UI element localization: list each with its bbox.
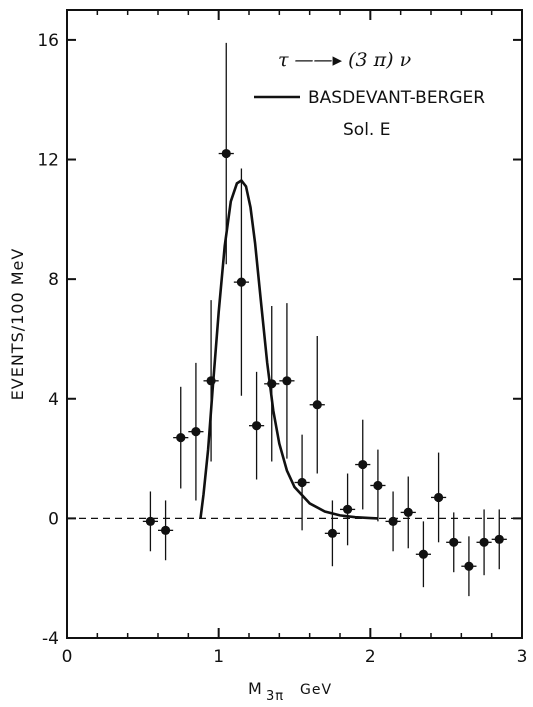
data-point [400, 476, 416, 549]
data-point [461, 536, 477, 597]
x-tick-label: 0 [62, 647, 73, 667]
axis-ticks [66, 10, 523, 639]
data-point [249, 371, 265, 480]
data-point [355, 419, 371, 510]
y-tick-label: 4 [48, 390, 59, 410]
x-tick-label: 3 [517, 647, 528, 667]
point-marker [433, 492, 444, 503]
point-marker [145, 516, 156, 526]
point-marker [297, 477, 307, 488]
point-marker [479, 537, 489, 547]
point-marker [494, 534, 504, 544]
data-point [264, 306, 280, 462]
point-marker [191, 427, 201, 437]
x-axis-label: M 3π GeV [248, 679, 332, 704]
point-marker [342, 504, 353, 515]
legend-sublabel: Sol. E [343, 120, 390, 140]
point-marker [373, 480, 383, 491]
y-axis-label: EVENTS/100 MeV [8, 248, 27, 401]
process-annotation: τ ——▸ (3 π) ν [278, 49, 412, 71]
point-marker [282, 376, 292, 386]
x-tick-label: 1 [213, 647, 224, 667]
data-point [446, 512, 462, 573]
svg-text:M: M [248, 679, 263, 698]
y-tick-label: 0 [48, 509, 59, 529]
data-point [340, 473, 356, 546]
data-point [431, 452, 447, 543]
point-marker [206, 376, 216, 386]
y-tick-label: -4 [42, 629, 59, 649]
data-points [142, 42, 507, 597]
data-point [173, 386, 189, 489]
point-marker [236, 277, 247, 287]
point-marker [464, 561, 474, 571]
point-marker [388, 516, 398, 526]
basdevant-berger-curve [199, 178, 378, 520]
data-point [294, 434, 310, 531]
point-marker [221, 148, 231, 159]
data-point [279, 303, 295, 459]
point-marker [312, 400, 322, 410]
point-marker [267, 379, 277, 389]
point-marker [358, 459, 368, 470]
data-point [233, 168, 249, 396]
svg-text:3π: 3π [266, 689, 284, 704]
data-point [309, 335, 325, 474]
point-marker [327, 528, 338, 538]
data-point [476, 509, 492, 576]
data-point [385, 491, 401, 552]
y-tick-label: 16 [37, 31, 59, 51]
x-tick-label: 2 [365, 647, 376, 667]
point-marker [403, 507, 413, 517]
data-point [203, 300, 219, 462]
y-tick-label: 12 [37, 151, 59, 171]
point-marker [176, 433, 186, 443]
point-marker [160, 525, 171, 535]
data-point [218, 42, 234, 265]
data-point [142, 491, 158, 552]
point-marker [251, 421, 262, 431]
data-point [324, 500, 340, 567]
y-tick-label: 8 [48, 270, 59, 290]
point-marker [449, 537, 459, 547]
data-point [188, 362, 204, 501]
plot-frame [66, 9, 523, 639]
data-point [491, 509, 507, 570]
data-point [370, 449, 386, 522]
data-point [158, 500, 174, 561]
data-point [415, 521, 431, 588]
legend-label: BASDEVANT-BERGER [308, 88, 485, 108]
point-marker [418, 549, 429, 559]
svg-text:GeV: GeV [300, 682, 332, 698]
